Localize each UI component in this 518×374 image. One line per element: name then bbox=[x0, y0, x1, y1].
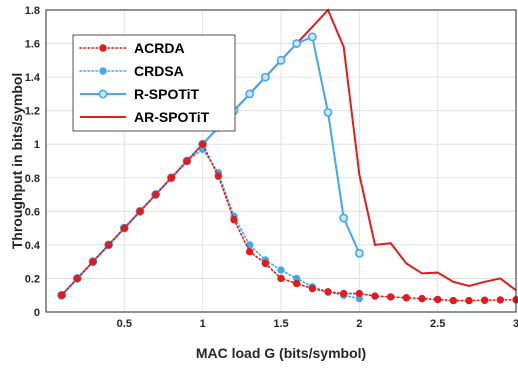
x-tick-label: 1.5 bbox=[273, 318, 288, 330]
data-point-acrda bbox=[339, 289, 348, 298]
data-point-acrda bbox=[465, 296, 473, 305]
plot-frame bbox=[45, 9, 517, 313]
data-point-acrda bbox=[151, 190, 160, 199]
data-point-r-spotit bbox=[245, 89, 255, 99]
data-point-acrda bbox=[73, 274, 82, 283]
data-point-r-spotit bbox=[307, 32, 317, 42]
data-point-acrda bbox=[214, 172, 223, 180]
legend-marker-crdsa bbox=[99, 67, 107, 75]
data-point-acrda bbox=[277, 274, 285, 283]
data-point-acrda bbox=[386, 293, 395, 301]
legend-label-crdsa: CRDSA bbox=[134, 63, 184, 79]
data-point-acrda bbox=[245, 247, 254, 256]
data-point-r-spotit bbox=[260, 72, 270, 82]
data-point-acrda bbox=[449, 296, 458, 305]
legend-item-acrda: ACRDA bbox=[79, 40, 185, 56]
y-tick-label: 1.2 bbox=[25, 106, 40, 118]
data-point-acrda bbox=[496, 296, 505, 304]
data-point-acrda bbox=[261, 259, 270, 268]
data-point-acrda bbox=[120, 224, 129, 232]
x-tick-label: 0.5 bbox=[117, 318, 132, 330]
legend-item-crdsa: CRDSA bbox=[79, 63, 184, 79]
data-point-r-spotit bbox=[323, 107, 333, 117]
data-point-acrda bbox=[136, 207, 144, 216]
y-tick-label: 0.8 bbox=[25, 173, 40, 185]
legend-marker-acrda bbox=[99, 44, 107, 52]
data-point-acrda bbox=[480, 296, 489, 304]
data-point-acrda bbox=[402, 294, 411, 302]
y-tick-label: 1.4 bbox=[25, 72, 41, 84]
x-tick-label: 2.5 bbox=[430, 318, 445, 330]
x-axis-label: MAC load G (bits/symbol) bbox=[196, 345, 366, 361]
legend-label-ar-spotit: AR-SPOTiT bbox=[134, 109, 210, 125]
y-tick-labels: 0 0.2 0.4 0.6 0.8 1 1.2 1.4 1.6 1.8 bbox=[25, 5, 41, 319]
data-point-acrda bbox=[230, 216, 238, 224]
x-tick-label: 3 bbox=[513, 318, 518, 330]
data-point-acrda bbox=[198, 140, 207, 148]
data-point-r-spotit bbox=[292, 39, 302, 48]
y-axis-label: Throughput in bits/symbol bbox=[9, 73, 25, 250]
x-tick-labels: 0.5 1 1.5 2 2.5 3 bbox=[117, 318, 518, 330]
data-point-acrda bbox=[433, 295, 442, 304]
legend-item-r-spotit: R-SPOTiT bbox=[80, 86, 200, 102]
legend: ACRDA CRDSA R-SPOTiT AR-SPOTiT bbox=[72, 34, 236, 132]
y-tick-label: 1.6 bbox=[25, 39, 40, 51]
legend-label-acrda: ACRDA bbox=[134, 40, 185, 56]
y-tick-label: 0.6 bbox=[25, 206, 40, 218]
data-point-acrda bbox=[371, 292, 379, 300]
data-point-acrda bbox=[104, 241, 113, 249]
legend-label-r-spotit: R-SPOTiT bbox=[134, 86, 200, 102]
data-point-crdsa bbox=[245, 241, 254, 249]
series-acrda bbox=[57, 140, 518, 305]
data-point-r-spotit bbox=[354, 248, 364, 258]
data-point-acrda bbox=[89, 257, 97, 266]
data-point-crdsa bbox=[277, 266, 285, 274]
x-tick-label: 1 bbox=[200, 318, 206, 330]
y-tick-label: 0.2 bbox=[25, 273, 40, 285]
x-tick-label: 2 bbox=[356, 318, 362, 330]
data-point-acrda bbox=[292, 279, 301, 288]
legend-item-ar-spotit: AR-SPOTiT bbox=[80, 109, 210, 125]
series-layer bbox=[57, 8, 518, 305]
data-point-acrda bbox=[57, 291, 66, 299]
legend-box bbox=[72, 34, 236, 132]
y-tick-label: 0 bbox=[34, 307, 40, 319]
data-point-acrda bbox=[167, 174, 176, 182]
data-point-acrda bbox=[324, 288, 332, 296]
y-tick-label: 1 bbox=[34, 139, 40, 151]
data-point-acrda bbox=[512, 296, 518, 304]
y-tick-label: 1.8 bbox=[25, 5, 40, 17]
data-point-acrda bbox=[355, 289, 364, 298]
data-point-r-spotit bbox=[276, 55, 286, 65]
data-point-r-spotit bbox=[339, 213, 349, 223]
data-point-acrda bbox=[308, 284, 317, 293]
y-tick-label: 0.4 bbox=[25, 240, 41, 252]
data-point-acrda bbox=[418, 294, 426, 303]
series-line-acrda bbox=[60, 142, 517, 302]
data-point-acrda bbox=[183, 157, 191, 165]
legend-marker-r-spotit bbox=[98, 89, 108, 99]
